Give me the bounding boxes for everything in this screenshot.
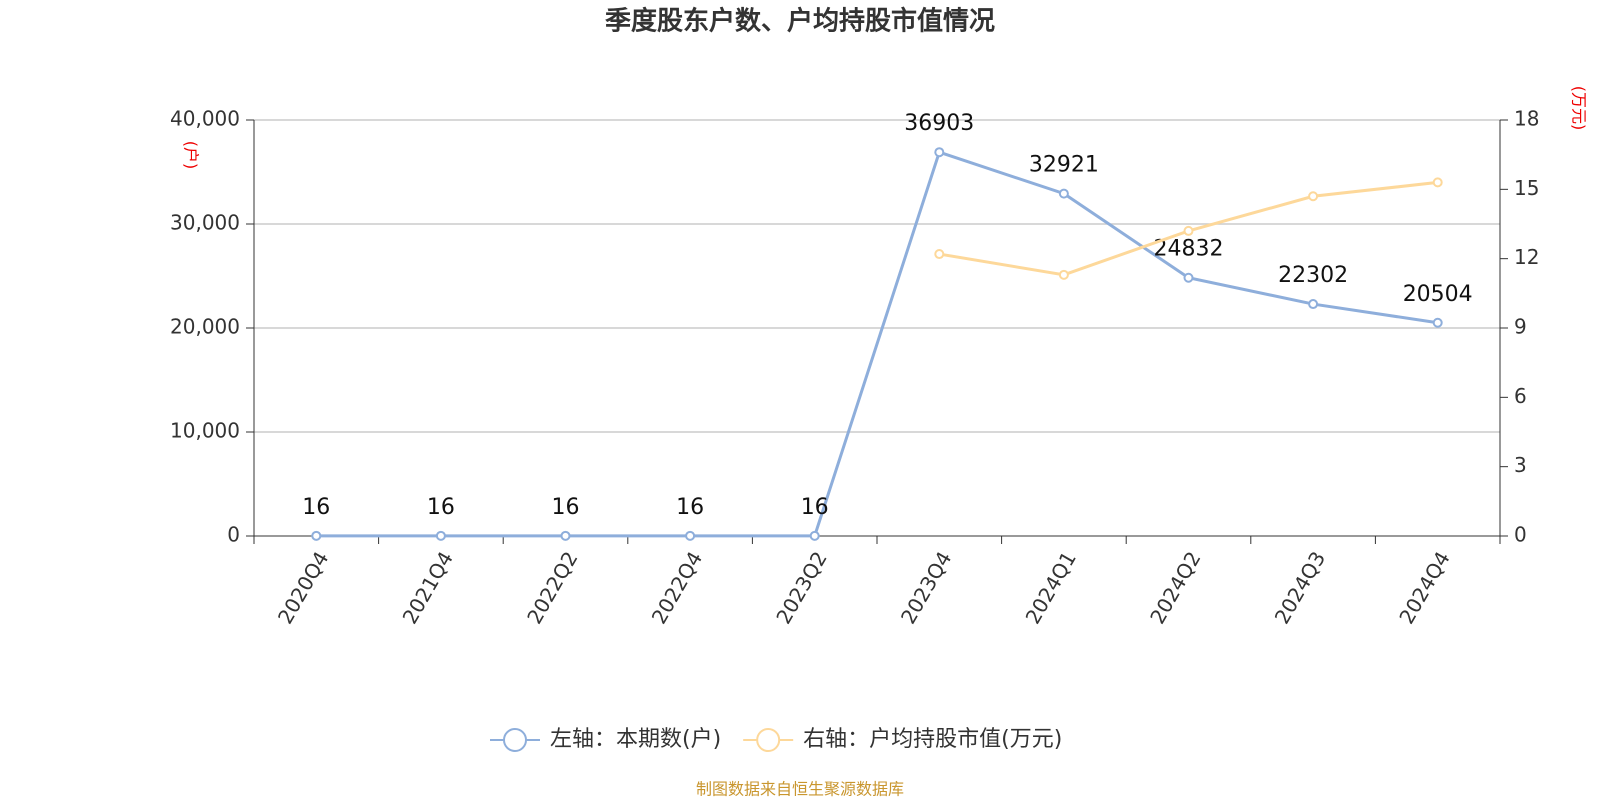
point bbox=[1308, 191, 1319, 202]
point bbox=[1308, 299, 1319, 310]
y2-tick-label: 18 bbox=[1514, 107, 1539, 131]
y2-tick-label: 12 bbox=[1514, 245, 1539, 269]
point bbox=[560, 530, 571, 541]
point bbox=[934, 249, 945, 260]
point bbox=[809, 530, 820, 541]
y2-tick-label: 3 bbox=[1514, 453, 1527, 477]
point bbox=[934, 147, 945, 158]
source-note: 制图数据来自恒生聚源数据库 bbox=[696, 780, 904, 799]
point bbox=[1183, 225, 1194, 236]
series-line bbox=[316, 150, 1438, 538]
x-tick-label: 2021Q4 bbox=[398, 547, 458, 628]
point bbox=[1183, 272, 1194, 283]
legend-label: 左轴：本期数(户) bbox=[550, 727, 721, 752]
legend-marker bbox=[503, 728, 527, 752]
point bbox=[1432, 317, 1443, 328]
x-tick-label: 2024Q3 bbox=[1270, 547, 1330, 628]
y2-tick-label: 6 bbox=[1514, 384, 1527, 408]
y2-tick-label: 15 bbox=[1514, 176, 1539, 200]
x-tick-label: 2024Q2 bbox=[1145, 547, 1205, 628]
data-label: 36903 bbox=[904, 111, 974, 136]
y-tick-label: 20,000 bbox=[170, 315, 240, 339]
data-label: 20504 bbox=[1403, 282, 1473, 307]
y2-tick-label: 9 bbox=[1514, 315, 1527, 339]
y-tick-label: 30,000 bbox=[170, 211, 240, 235]
x-tick-label: 2020Q4 bbox=[273, 547, 333, 628]
y2-tick-label: 0 bbox=[1514, 523, 1527, 547]
data-label: 32921 bbox=[1029, 153, 1099, 178]
data-label: 22302 bbox=[1278, 263, 1348, 288]
data-label: 16 bbox=[676, 495, 704, 520]
x-tick-label: 2023Q2 bbox=[771, 547, 831, 628]
y-tick-label: 40,000 bbox=[170, 107, 240, 131]
x-tick-label: 2022Q2 bbox=[522, 547, 582, 628]
x-tick-label: 2024Q1 bbox=[1021, 547, 1081, 628]
y-axis-label: (户) bbox=[182, 141, 201, 170]
x-tick-label: 2022Q4 bbox=[647, 547, 707, 628]
point bbox=[311, 530, 322, 541]
y2-axis-label: (万元) bbox=[1570, 86, 1589, 131]
legend-label: 右轴：户均持股市值(万元) bbox=[803, 727, 1062, 752]
data-label: 16 bbox=[302, 495, 330, 520]
point bbox=[1432, 177, 1443, 188]
chart-title: 季度股东户数、户均持股市值情况 bbox=[605, 6, 995, 37]
point bbox=[685, 530, 696, 541]
data-label: 16 bbox=[552, 495, 580, 520]
point bbox=[435, 530, 446, 541]
x-tick-label: 2023Q4 bbox=[896, 547, 956, 628]
y-tick-label: 0 bbox=[227, 523, 240, 547]
data-label: 16 bbox=[427, 495, 455, 520]
x-tick-label: 2024Q4 bbox=[1394, 547, 1454, 628]
y-tick-label: 10,000 bbox=[170, 419, 240, 443]
point bbox=[1058, 188, 1069, 199]
legend-marker bbox=[756, 728, 781, 752]
data-label: 24832 bbox=[1154, 237, 1224, 262]
data-label: 16 bbox=[801, 495, 829, 520]
point bbox=[1058, 269, 1069, 280]
